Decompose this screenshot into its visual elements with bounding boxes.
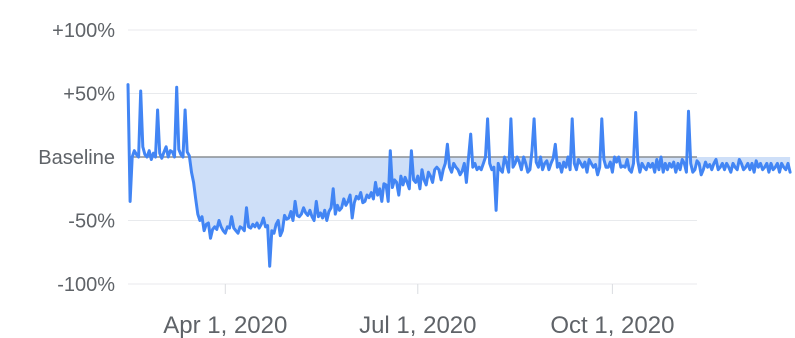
below-baseline-area xyxy=(128,157,791,267)
x-tick-label: Oct 1, 2020 xyxy=(550,312,674,338)
x-axis-ticks xyxy=(224,284,613,294)
x-tick-label: Jul 1, 2020 xyxy=(359,312,476,338)
x-axis-labels: Apr 1, 2020 Jul 1, 2020 Oct 1, 2020 xyxy=(163,312,674,338)
y-tick-label: +50% xyxy=(63,84,115,106)
series-line-path xyxy=(126,83,792,268)
y-tick-label: -100% xyxy=(57,274,115,296)
y-tick-label: +100% xyxy=(52,20,115,42)
y-axis-labels: +100% +50% Baseline -50% -100% xyxy=(38,20,115,296)
y-tick-label: -50% xyxy=(68,211,115,233)
series-line xyxy=(126,83,792,268)
y-tick-label: Baseline xyxy=(38,147,115,169)
below-baseline-fill xyxy=(128,157,791,267)
x-tick-label: Apr 1, 2020 xyxy=(163,312,287,338)
